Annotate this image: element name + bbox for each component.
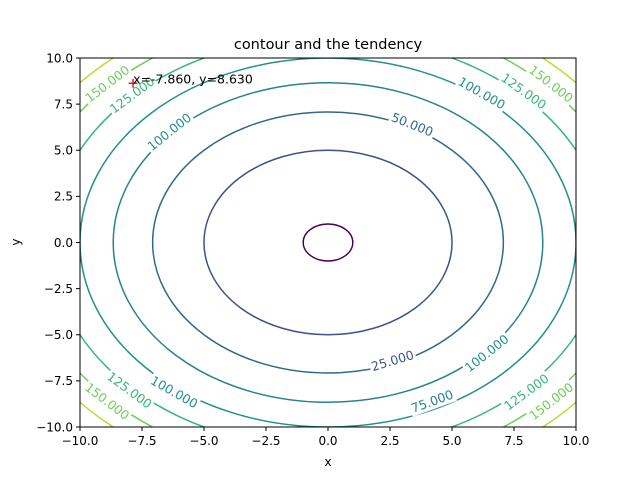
x-tick-label: −5.0 (189, 434, 218, 448)
x-tick-label: 0.0 (318, 434, 337, 448)
point-marker (128, 78, 138, 88)
x-tick-label: −2.5 (251, 434, 280, 448)
y-tick-label: −2.5 (44, 282, 73, 296)
chart-title: contour and the tendency (234, 37, 423, 53)
contour-label: 100.000 (146, 371, 202, 413)
contour-label: 50.000 (387, 108, 438, 141)
y-axis-label: y (9, 238, 23, 245)
y-tick-label: 0.0 (54, 236, 73, 250)
contour-line-50 (151, 111, 505, 374)
contour-label: 100.000 (143, 108, 196, 155)
x-tick-label: 5.0 (442, 434, 461, 448)
contour-label-text: 100.000 (148, 373, 200, 412)
contour-line-100 (80, 58, 576, 427)
y-tick-label: 2.5 (54, 190, 73, 204)
contour-label: 25.000 (367, 346, 418, 376)
x-tick-label: −10.0 (62, 434, 99, 448)
y-tick-label: −7.5 (44, 374, 73, 388)
contour-line-75 (112, 81, 544, 404)
axes-frame (79, 57, 577, 428)
contour-label-text: 75.000 (409, 387, 455, 416)
x-tick-label: 2.5 (380, 434, 399, 448)
contour-label: 75.000 (407, 385, 458, 417)
y-tick-label: 5.0 (54, 144, 73, 158)
marker-annotation: x=-7.860, y=8.630 (133, 71, 253, 86)
x-axis-ticks: −10.0 −7.5 −5.0 −2.5 0.0 2.5 5.0 7.5 10.0 (62, 427, 590, 448)
y-axis-ticks: −10.0 −7.5 −5.0 −2.5 0.0 2.5 5.0 7.5 10.0 (36, 51, 80, 434)
contour-line-25 (203, 149, 453, 336)
x-tick-label: 10.0 (563, 434, 590, 448)
x-tick-label: −7.5 (127, 434, 156, 448)
y-tick-label: 7.5 (54, 97, 73, 111)
contour-label-text: 50.000 (389, 109, 435, 139)
x-axis-label: x (324, 455, 331, 469)
contour-label-text: 25.000 (369, 347, 415, 374)
contour-label-text: 100.000 (462, 331, 512, 375)
contour-line-1 (302, 223, 354, 262)
contour-label-text: 100.000 (144, 110, 194, 154)
x-tick-label: 7.5 (504, 434, 523, 448)
y-tick-label: −10.0 (36, 420, 73, 434)
y-tick-label: 10.0 (46, 51, 73, 65)
y-tick-label: −5.0 (44, 328, 73, 342)
contour-label: 100.000 (460, 330, 513, 377)
marker-layer: x=-7.860, y=8.630 (128, 71, 253, 88)
